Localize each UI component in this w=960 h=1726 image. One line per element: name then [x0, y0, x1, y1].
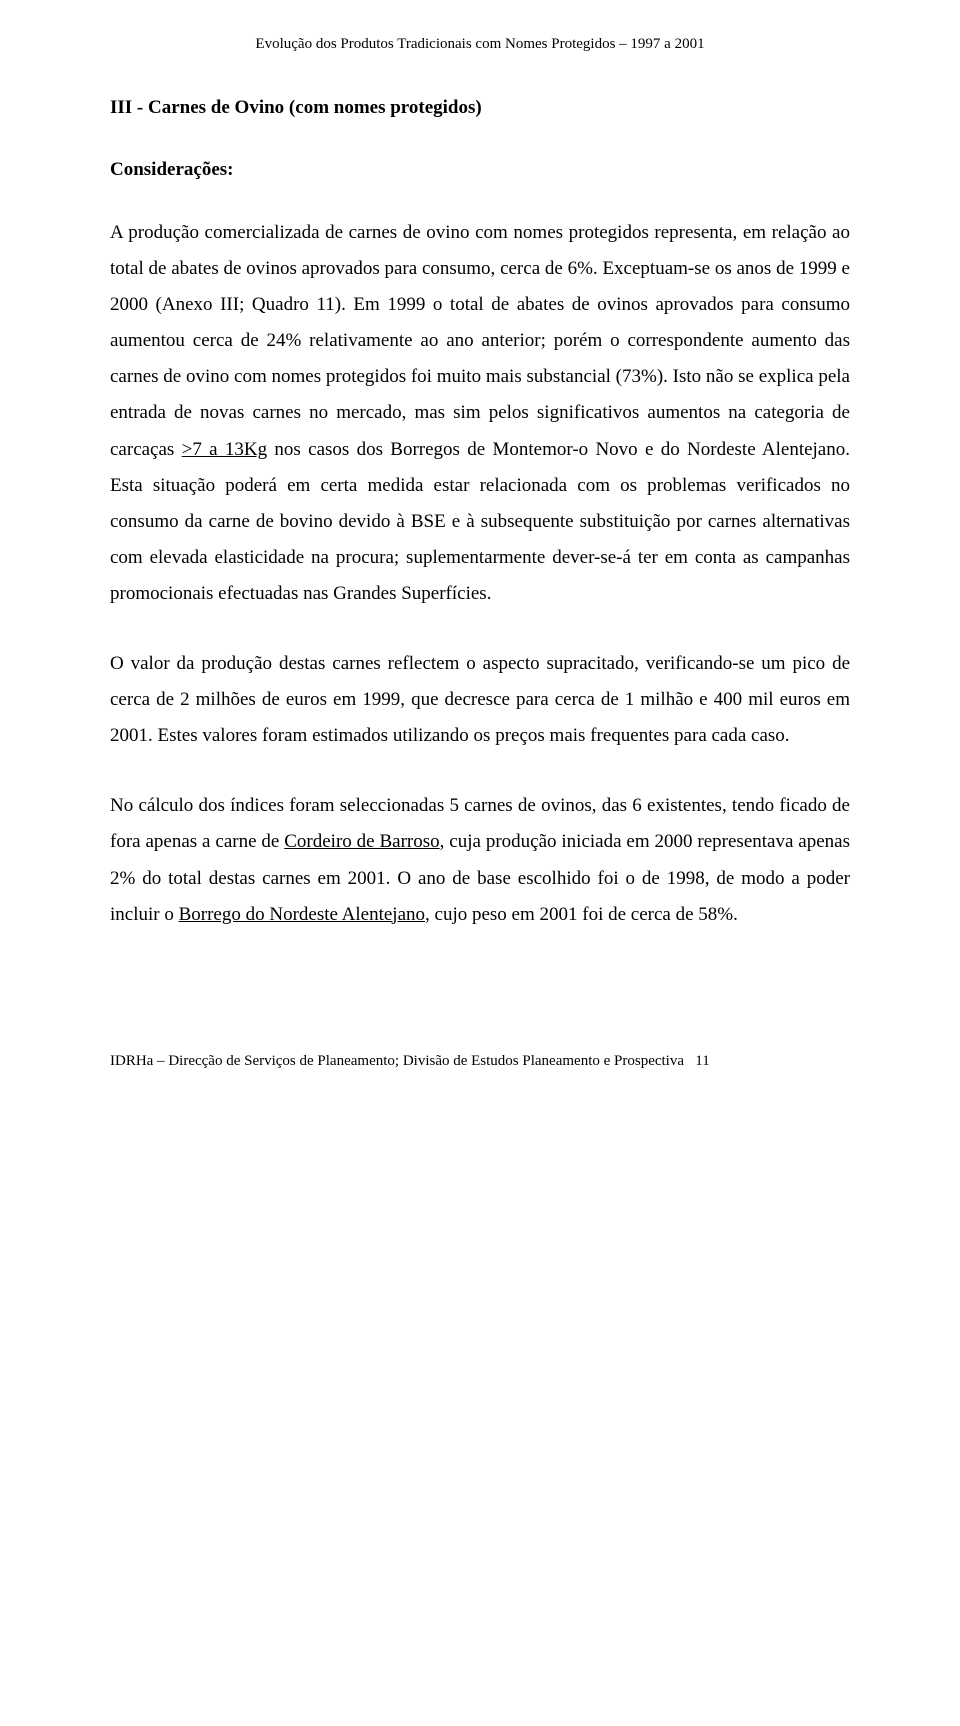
p1-underline-1: >7 a 13Kg — [182, 439, 267, 460]
header-text: Evolução dos Produtos Tradicionais com N… — [255, 36, 704, 52]
p3-underline-1: Cordeiro de Barroso — [284, 831, 439, 852]
footer-page-number: 11 — [695, 1053, 709, 1069]
footer-text: IDRHa – Direcção de Serviços de Planeame… — [110, 1053, 684, 1069]
p3-underline-2: Borrego do Nordeste Alentejano — [179, 904, 425, 925]
p3-part-c: , cujo peso em 2001 foi de cerca de 58%. — [425, 904, 738, 925]
paragraph-2: O valor da produção destas carnes reflec… — [110, 646, 850, 754]
p1-part-b: nos casos dos Borregos de Montemor-o Nov… — [110, 439, 850, 604]
subheading: Considerações: — [110, 159, 850, 181]
paragraph-1: A produção comercializada de carnes de o… — [110, 215, 850, 612]
page-footer: IDRHa – Direcção de Serviços de Planeame… — [110, 1053, 850, 1070]
p1-part-a: A produção comercializada de carnes de o… — [110, 222, 850, 460]
page-header: Evolução dos Produtos Tradicionais com N… — [110, 36, 850, 53]
paragraph-3: No cálculo dos índices foram seleccionad… — [110, 788, 850, 932]
section-title: III - Carnes de Ovino (com nomes protegi… — [110, 97, 850, 119]
